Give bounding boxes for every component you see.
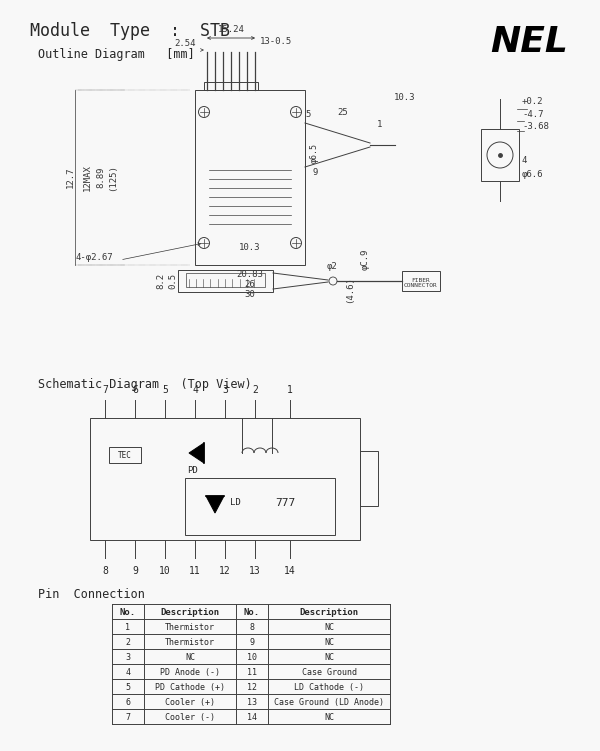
Bar: [109, 447, 141, 463]
Text: NC: NC: [324, 653, 334, 662]
Text: 11: 11: [189, 566, 201, 576]
Text: 13-0.5: 13-0.5: [260, 37, 292, 46]
Text: -3.68: -3.68: [522, 122, 549, 131]
Text: 15.24: 15.24: [218, 25, 244, 34]
Text: 8: 8: [250, 623, 254, 632]
Bar: [402, 271, 440, 291]
Text: 5: 5: [162, 385, 168, 395]
Polygon shape: [189, 443, 204, 463]
Text: 3: 3: [222, 385, 228, 395]
Text: 2: 2: [125, 638, 131, 647]
Text: Case Ground (LD Anode): Case Ground (LD Anode): [274, 698, 384, 707]
Text: 11: 11: [247, 668, 257, 677]
Text: 3: 3: [125, 653, 131, 662]
Text: φ6.5: φ6.5: [310, 143, 319, 163]
Text: 9: 9: [250, 638, 254, 647]
Text: 2: 2: [252, 385, 258, 395]
Bar: [185, 478, 335, 535]
Text: Module  Type  :  STB: Module Type : STB: [30, 22, 230, 40]
Text: NC: NC: [324, 623, 334, 632]
Text: 12: 12: [247, 683, 257, 692]
Text: No.: No.: [244, 608, 260, 617]
Text: φC.9: φC.9: [361, 249, 370, 270]
Text: 13: 13: [247, 698, 257, 707]
Text: Schematic Diagram   (Top View): Schematic Diagram (Top View): [38, 378, 252, 391]
Text: 30: 30: [245, 290, 256, 299]
Text: 9: 9: [313, 168, 317, 177]
Text: PD Anode (-): PD Anode (-): [160, 668, 220, 677]
Text: Description: Description: [299, 608, 359, 617]
Text: PD Cathode (+): PD Cathode (+): [155, 683, 225, 692]
Text: 4: 4: [522, 156, 527, 165]
Text: FIBER
CONNECTOR: FIBER CONNECTOR: [404, 278, 438, 288]
Text: 4: 4: [192, 385, 198, 395]
Text: PD: PD: [188, 466, 199, 475]
Text: (125): (125): [109, 164, 118, 191]
Text: 6: 6: [132, 385, 138, 395]
Text: Thermistor: Thermistor: [165, 623, 215, 632]
Text: Cooler (-): Cooler (-): [165, 713, 215, 722]
Bar: [481, 129, 519, 181]
Bar: [186, 273, 265, 287]
Text: 12: 12: [219, 566, 231, 576]
Text: +0.2: +0.2: [522, 97, 544, 106]
Text: 12.7: 12.7: [65, 167, 74, 189]
Text: 1: 1: [287, 385, 293, 395]
Bar: [178, 270, 273, 292]
Text: 10: 10: [159, 566, 171, 576]
Text: Cooler (+): Cooler (+): [165, 698, 215, 707]
Text: NC: NC: [324, 713, 334, 722]
Text: 20.83: 20.83: [236, 270, 263, 279]
Bar: [360, 451, 378, 506]
Bar: [204, 82, 258, 90]
Text: Description: Description: [160, 608, 220, 617]
Text: 1: 1: [377, 120, 383, 129]
Text: No.: No.: [120, 608, 136, 617]
Text: 5: 5: [305, 110, 311, 119]
Text: 7: 7: [125, 713, 131, 722]
Text: 13: 13: [249, 566, 261, 576]
Bar: [90, 418, 360, 540]
Text: (4.6): (4.6): [345, 276, 354, 303]
Text: 14: 14: [247, 713, 257, 722]
Text: φ6.6: φ6.6: [522, 170, 544, 179]
Text: 5: 5: [125, 683, 131, 692]
Text: 0.5: 0.5: [168, 273, 177, 289]
Text: Case Ground: Case Ground: [302, 668, 356, 677]
Text: LD Cathode (-): LD Cathode (-): [294, 683, 364, 692]
Text: Thermistor: Thermistor: [165, 638, 215, 647]
Text: 10.3: 10.3: [394, 93, 416, 102]
Text: 4-φ2.67: 4-φ2.67: [75, 253, 113, 262]
Text: 26: 26: [245, 280, 256, 289]
Bar: [195, 90, 305, 265]
Text: -4.7: -4.7: [522, 110, 544, 119]
Text: LD: LD: [230, 498, 241, 507]
Text: 10: 10: [247, 653, 257, 662]
Text: 14: 14: [284, 566, 296, 576]
Text: NC: NC: [324, 638, 334, 647]
Text: 8.2: 8.2: [156, 273, 165, 289]
Text: 1: 1: [125, 623, 131, 632]
Text: 12MAX: 12MAX: [83, 164, 91, 191]
Text: NC: NC: [185, 653, 195, 662]
Text: 8.89: 8.89: [97, 167, 106, 189]
Text: Pin  Connection: Pin Connection: [38, 588, 145, 601]
Text: 8: 8: [102, 566, 108, 576]
Polygon shape: [206, 496, 224, 513]
Text: φ2: φ2: [327, 262, 338, 271]
Text: 7: 7: [102, 385, 108, 395]
Text: 6: 6: [125, 698, 131, 707]
Text: 10.3: 10.3: [239, 243, 261, 252]
Text: 9: 9: [132, 566, 138, 576]
Text: TEC: TEC: [118, 451, 132, 460]
Text: 25: 25: [338, 108, 349, 117]
Text: NEL: NEL: [490, 25, 568, 59]
Text: 777: 777: [275, 498, 295, 508]
Text: Outline Diagram   [mm]: Outline Diagram [mm]: [38, 48, 195, 61]
Text: 4: 4: [125, 668, 131, 677]
Text: 2.54: 2.54: [175, 39, 196, 48]
